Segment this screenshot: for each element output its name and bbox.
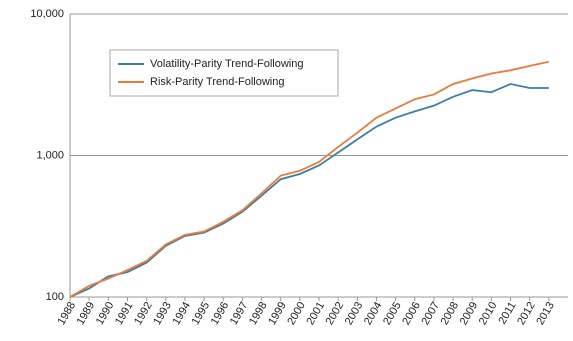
x-tick-label: 2005 (381, 300, 404, 327)
x-tick-label: 2013 (534, 300, 557, 327)
legend-label: Volatility-Parity Trend-Following (150, 58, 303, 70)
x-tick-label: 2003 (343, 300, 366, 327)
x-tick-label: 1990 (94, 300, 117, 327)
x-tick-label: 2012 (515, 300, 538, 327)
y-tick-label: 1,000 (36, 149, 64, 161)
y-tick-label: 10,000 (30, 8, 64, 20)
x-tick-label: 1994 (170, 300, 193, 327)
series-line (69, 83, 549, 298)
x-tick-label: 1995 (190, 300, 213, 327)
x-tick-label: 2010 (477, 300, 500, 327)
x-tick-label: 1996 (209, 300, 232, 327)
x-tick-label: 2004 (362, 300, 385, 327)
x-tick-label: 1998 (247, 300, 270, 327)
x-tick-label: 2002 (324, 300, 347, 327)
x-tick-label: 1991 (113, 300, 136, 327)
x-tick-label: 2008 (439, 300, 462, 327)
legend-label: Risk-Parity Trend-Following (150, 76, 284, 88)
series-line (69, 60, 550, 298)
x-tick-label: 1997 (228, 300, 251, 327)
x-tick-label: 1989 (75, 300, 98, 327)
x-tick-label: 2009 (458, 300, 481, 327)
x-tick-label: 2006 (400, 300, 423, 327)
x-tick-label: 2000 (285, 300, 308, 327)
y-tick-label: 100 (46, 291, 64, 303)
x-tick-label: 2011 (496, 300, 518, 326)
x-tick-label: 2007 (419, 300, 442, 327)
x-tick-label: 1993 (151, 300, 174, 327)
legend-box (109, 49, 339, 97)
x-tick-label: 1988 (55, 300, 78, 327)
x-tick-label: 1992 (132, 300, 155, 327)
x-tick-label: 1999 (266, 300, 289, 327)
x-tick-label: 2001 (304, 300, 327, 327)
